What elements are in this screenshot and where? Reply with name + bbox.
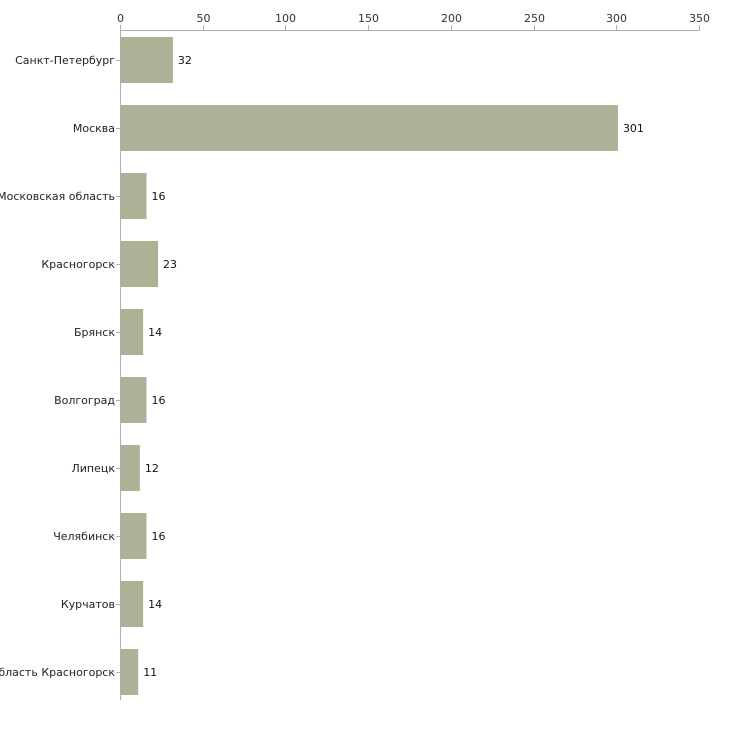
bar: [121, 309, 144, 355]
bar: [121, 173, 147, 219]
bar: [121, 105, 618, 151]
x-tick-label: 200: [441, 12, 462, 25]
category-label: Липецк: [71, 462, 115, 475]
x-tick-label: 100: [275, 12, 296, 25]
category-label: Курчатов: [61, 598, 115, 611]
data-label: 12: [145, 462, 159, 475]
data-label: 32: [178, 54, 192, 67]
bar: [121, 37, 173, 83]
bar: [121, 581, 144, 627]
bar: [121, 649, 139, 695]
x-tick-label: 150: [358, 12, 379, 25]
data-label: 16: [151, 190, 165, 203]
category-label: Брянск: [74, 326, 115, 339]
x-tick-label: 350: [689, 12, 710, 25]
bar: [121, 513, 147, 559]
x-tick-label: 250: [524, 12, 545, 25]
category-label: область Красногорск: [0, 666, 115, 679]
data-label: 16: [151, 394, 165, 407]
x-tick-label: 300: [606, 12, 627, 25]
data-label: 23: [163, 258, 177, 271]
category-label: Красногорск: [41, 258, 115, 271]
axis-layer: 0 50 100 150 200 250 300 350: [116, 12, 710, 700]
category-label: Волгоград: [54, 394, 115, 407]
data-label: 16: [151, 530, 165, 543]
category-label: Челябинск: [53, 530, 115, 543]
category-label: Москва: [73, 122, 115, 135]
data-label: 11: [143, 666, 157, 679]
data-label: 301: [623, 122, 644, 135]
bar: [121, 445, 140, 491]
data-label: 14: [148, 326, 162, 339]
bar: [121, 377, 147, 423]
category-label: Московская область: [0, 190, 115, 203]
bar: [121, 241, 159, 287]
x-tick-label: 0: [117, 12, 124, 25]
bars-layer: [121, 37, 618, 695]
category-label: Санкт-Петербург: [15, 54, 115, 67]
labels-layer: Санкт-Петербург 32 Москва 301 Московская обл…: [0, 54, 644, 679]
data-label: 14: [148, 598, 162, 611]
x-tick-label: 50: [197, 12, 211, 25]
